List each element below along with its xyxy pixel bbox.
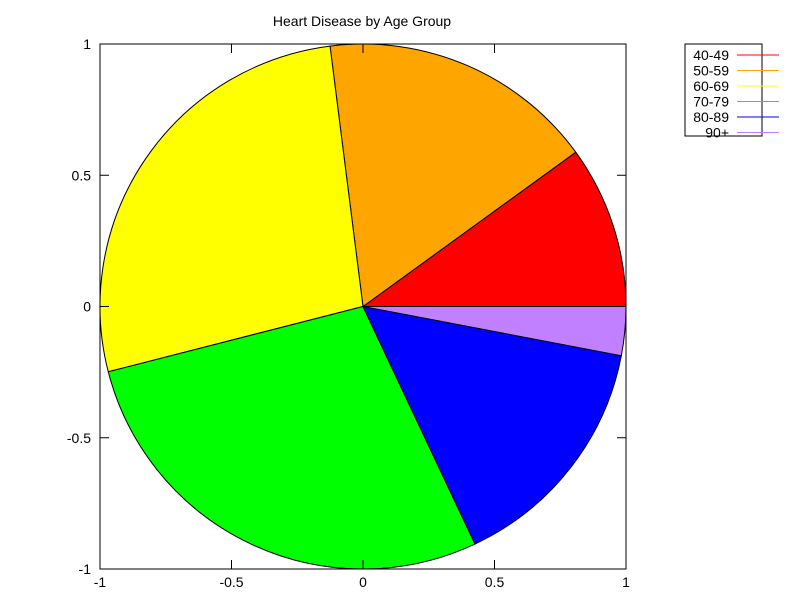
legend-label: 80-89 [693,109,729,125]
chart-title: Heart Disease by Age Group [273,13,451,29]
legend-label: 60-69 [693,78,729,94]
y-tick-label: 1 [83,36,91,52]
axis-ticks [99,43,627,570]
legend-label: 40-49 [693,47,729,63]
x-tick-label: -1 [94,574,107,590]
x-tick-label: 1 [622,574,630,590]
legend-box [684,43,763,137]
y-tick-label: -0.5 [67,430,91,446]
y-tick-label: 0.5 [72,167,92,183]
legend-label: 50-59 [693,63,729,79]
y-tick-label: -1 [79,561,92,577]
pie-slice-70-79 [107,305,476,570]
x-tick-label: -0.5 [219,574,243,590]
pie-slices [99,43,627,570]
y-tick-label: 0 [83,299,91,315]
legend-label: 90+ [705,125,729,141]
x-tick-label: 0 [359,574,367,590]
pie-slice-80-89 [362,305,622,545]
legend-label: 70-79 [693,94,729,110]
x-axis-tick-labels: -1 -0.5 0 0.5 1 [94,574,630,590]
y-axis-tick-labels: 1 0.5 0 -0.5 -1 [67,36,91,577]
x-tick-label: 0.5 [485,574,505,590]
